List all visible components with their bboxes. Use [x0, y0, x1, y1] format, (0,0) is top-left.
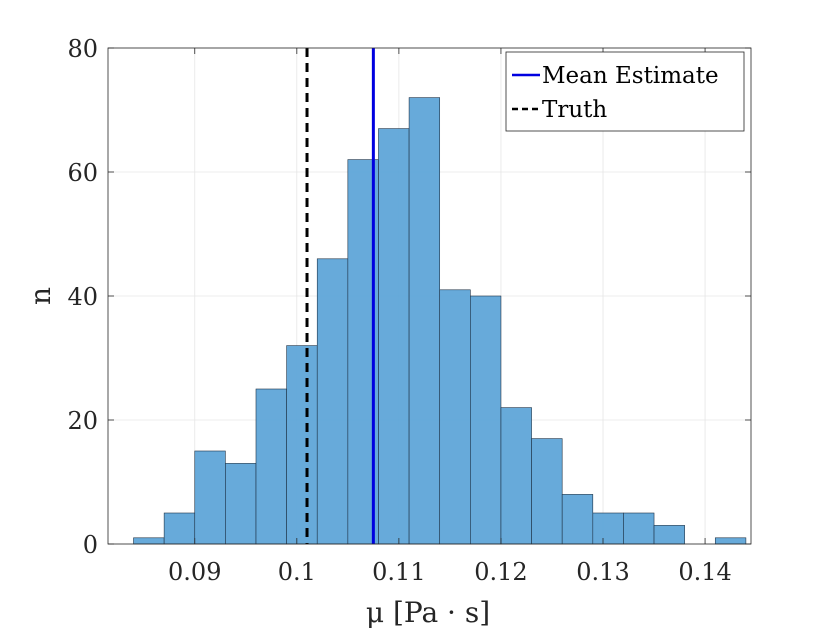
legend-box — [505, 51, 745, 132]
y-tick-label: 0 — [83, 531, 98, 559]
x-tick-label: 0.09 — [168, 558, 221, 586]
histogram-bar — [133, 537, 165, 545]
histogram-bar — [531, 438, 563, 545]
y-axis-title: n — [24, 287, 57, 305]
y-tick-label: 20 — [67, 407, 98, 435]
legend-label-truth: Truth — [542, 97, 607, 123]
y-tick-label: 40 — [67, 283, 98, 311]
y-tick-label: 60 — [67, 159, 98, 187]
histogram-bar — [714, 537, 747, 545]
y-tick-label: 80 — [67, 35, 98, 63]
histogram-bar — [439, 289, 471, 545]
reference-lines — [305, 48, 375, 544]
legend-label-mean-estimate: Mean Estimate — [542, 63, 719, 89]
y-axis-ticks: 0 20 40 60 80 — [67, 35, 751, 559]
x-tick-label: 0.14 — [678, 558, 731, 586]
histogram-bar — [194, 450, 226, 545]
histogram-bar — [163, 512, 196, 545]
histogram-bar — [561, 494, 594, 545]
histogram-bar — [470, 295, 502, 545]
x-tick-label: 0.12 — [474, 558, 527, 586]
histogram-bar — [623, 512, 655, 545]
x-tick-label: 0.13 — [576, 558, 629, 586]
histogram-bar — [408, 97, 441, 545]
histogram-bars — [133, 97, 747, 545]
histogram-bar — [255, 388, 287, 545]
x-tick-label: 0.11 — [372, 558, 425, 586]
histogram-bar — [225, 463, 257, 545]
x-axis-title: μ [Pa · s] — [366, 596, 490, 629]
x-axis-ticks: 0.09 0.1 0.11 0.12 0.13 0.14 — [168, 48, 732, 586]
histogram-bar — [286, 345, 318, 545]
histogram-bar — [653, 525, 685, 545]
x-tick-label: 0.1 — [278, 558, 316, 586]
histogram-bar — [592, 512, 624, 545]
legend: Mean Estimate Truth — [505, 51, 745, 132]
histogram-bar — [378, 128, 410, 545]
histogram-bar — [500, 407, 532, 545]
histogram-bar — [316, 258, 349, 545]
